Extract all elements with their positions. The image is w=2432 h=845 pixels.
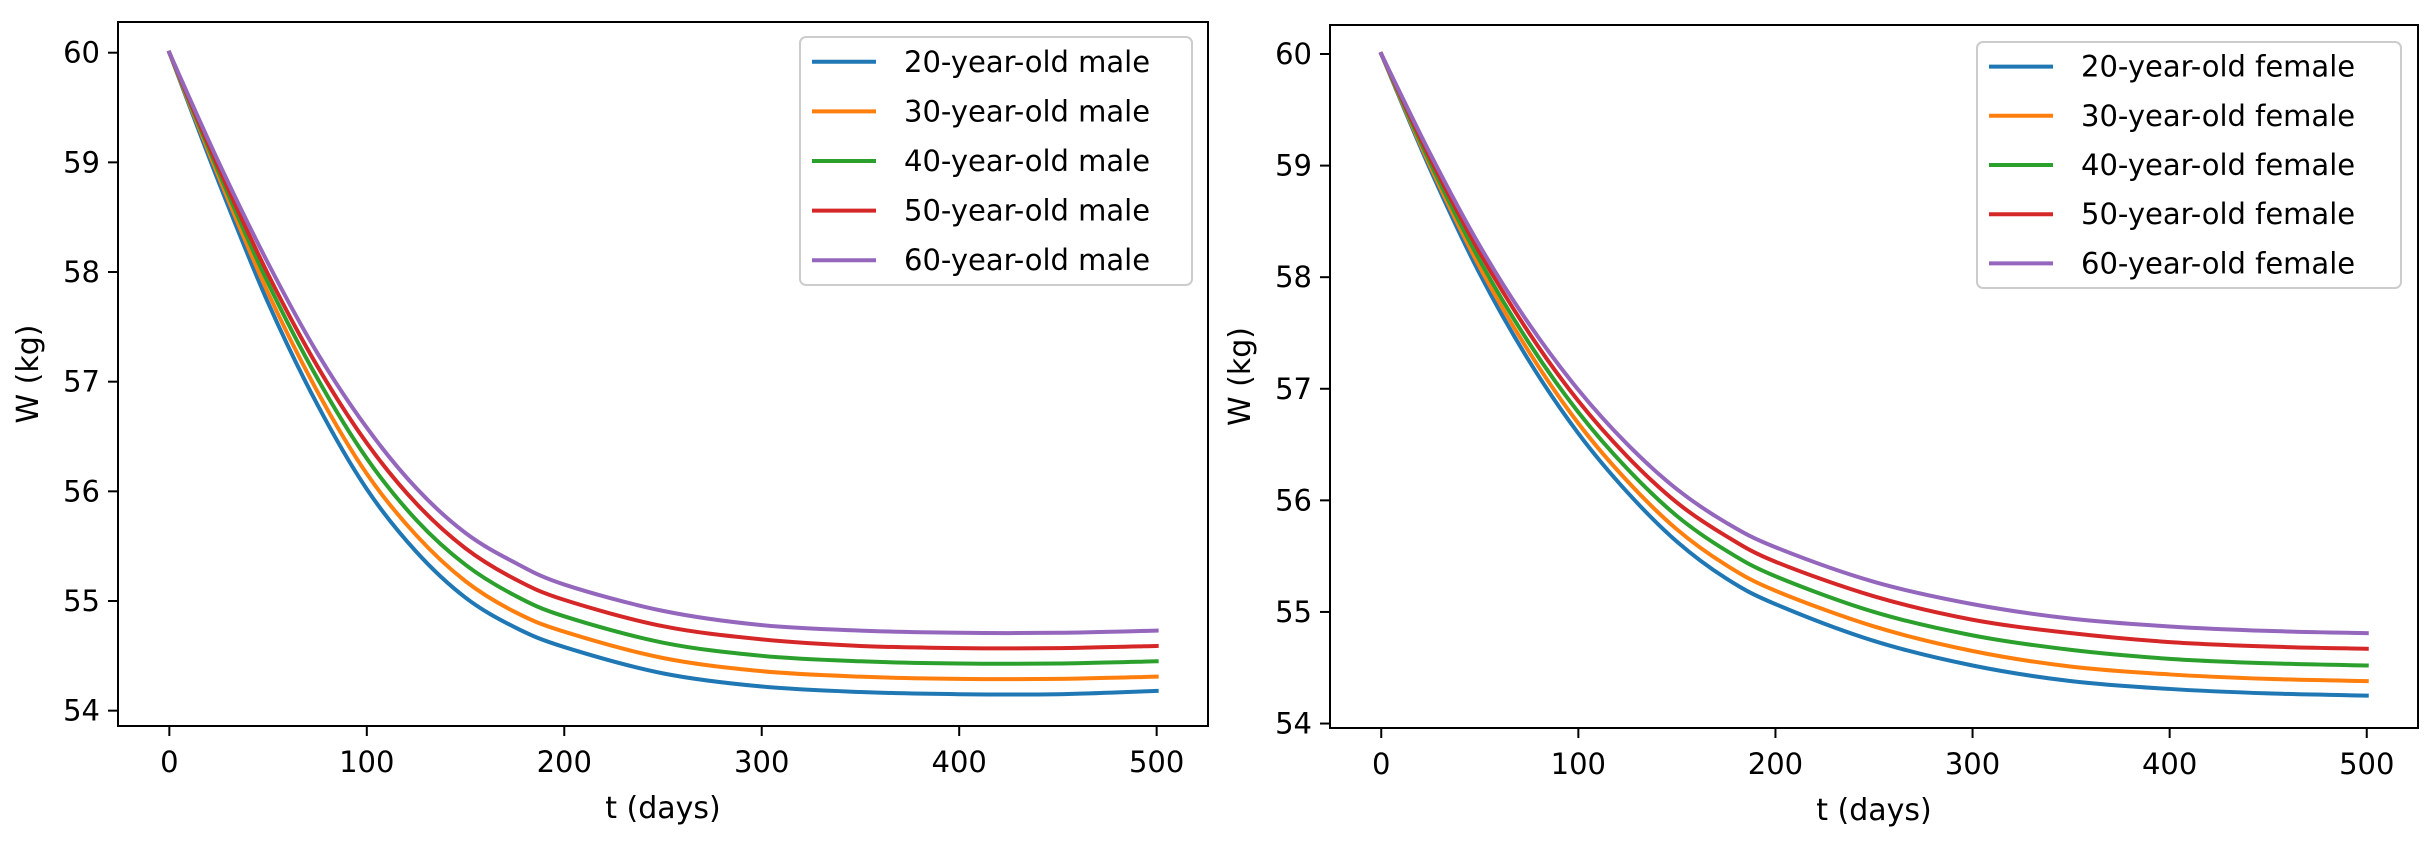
legend-item: 40-year-old female <box>1989 148 2355 182</box>
x-axis-label: t (days) <box>605 791 721 826</box>
legend: 20-year-old male 30-year-old male 40-year-… <box>799 36 1193 286</box>
chart-male: 0 100 200 300 400 500 54 55 56 57 58 59 60 t (days) W … <box>11 21 1209 826</box>
legend-item: 50-year-old female <box>1989 197 2355 231</box>
legend-label: 40-year-old female <box>2081 148 2355 182</box>
legend-item: 20-year-old male <box>812 45 1150 79</box>
x-tick-label: 100 <box>339 745 394 779</box>
y-tick-label: 57 <box>1275 372 1312 406</box>
legend-item: 50-year-old male <box>812 194 1150 228</box>
legend-item: 60-year-old male <box>812 243 1150 277</box>
legend-item: 20-year-old female <box>1989 50 2355 84</box>
series-line-female-3 <box>1378 51 2369 668</box>
y-tick-label: 60 <box>1275 37 1312 71</box>
legend-item: 40-year-old male <box>812 144 1150 178</box>
y-tick-label: 56 <box>63 474 100 508</box>
series-line-male-4 <box>166 50 1159 651</box>
y-tick-label: 57 <box>63 365 100 399</box>
legend-label: 50-year-old male <box>904 194 1150 228</box>
legend-item: 30-year-old male <box>812 94 1150 128</box>
legend-label: 20-year-old female <box>2081 50 2355 84</box>
x-tick-label: 400 <box>2142 747 2197 781</box>
y-tick-label: 55 <box>63 584 100 618</box>
series-line-female-2 <box>1378 51 2369 684</box>
legend-label: 50-year-old female <box>2081 197 2355 231</box>
series-line-male-3 <box>166 50 1159 666</box>
series-line-male-2 <box>166 50 1159 682</box>
y-tick-label: 59 <box>1275 149 1312 183</box>
legend-item: 60-year-old female <box>1989 246 2355 280</box>
y-tick-label: 58 <box>1275 260 1312 294</box>
y-tick-label: 58 <box>63 255 100 289</box>
axes-frame <box>1329 24 2419 729</box>
x-tick-label: 0 <box>160 745 178 779</box>
series-line-female-4 <box>1378 51 2369 651</box>
x-tick-label: 300 <box>734 745 789 779</box>
series-line-female-5 <box>1378 51 2369 636</box>
y-tick-label: 54 <box>63 694 100 728</box>
legend: 20-year-old female 30-year-old female 40-y… <box>1976 41 2402 289</box>
x-tick-label: 300 <box>1945 747 2000 781</box>
y-tick-label: 56 <box>1275 483 1312 517</box>
legend-box <box>799 36 1193 286</box>
axes-frame <box>117 21 1209 727</box>
y-axis-label: W (kg) <box>11 324 46 423</box>
series-line-male-5 <box>166 50 1159 636</box>
legend-label: 20-year-old male <box>904 45 1150 79</box>
series-line-female-1 <box>1378 51 2369 698</box>
y-tick-label: 59 <box>63 145 100 179</box>
x-tick-label: 500 <box>1129 745 1184 779</box>
series-line-male-1 <box>166 50 1159 697</box>
x-tick-label: 500 <box>2339 747 2394 781</box>
legend-label: 60-year-old male <box>904 243 1150 277</box>
y-tick-label: 55 <box>1275 595 1312 629</box>
y-tick-label: 54 <box>1275 707 1312 741</box>
x-tick-label: 0 <box>1372 747 1390 781</box>
y-axis-label: W (kg) <box>1223 327 1258 426</box>
legend-label: 30-year-old female <box>2081 99 2355 133</box>
x-axis-label: t (days) <box>1816 793 1932 828</box>
legend-label: 40-year-old male <box>904 144 1150 178</box>
x-tick-label: 200 <box>537 745 592 779</box>
x-tick-label: 200 <box>1748 747 1803 781</box>
y-tick-label: 60 <box>63 36 100 70</box>
x-tick-label: 400 <box>932 745 987 779</box>
legend-item: 30-year-old female <box>1989 99 2355 133</box>
legend-box <box>1976 41 2402 289</box>
legend-label: 60-year-old female <box>2081 246 2355 280</box>
legend-label: 30-year-old male <box>904 94 1150 128</box>
chart-female: 0 100 200 300 400 500 54 55 56 57 58 59 60 t (days) W … <box>1223 24 2419 828</box>
x-tick-label: 100 <box>1551 747 1606 781</box>
